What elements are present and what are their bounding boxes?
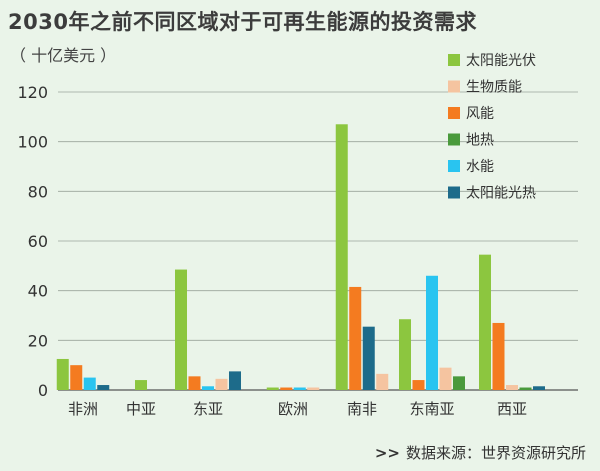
legend-swatch [448, 133, 460, 146]
legend-swatch [448, 80, 460, 93]
source-note: >> 数据来源：世界资源研究所 [375, 442, 586, 463]
bar-非洲-水能 [83, 377, 96, 390]
bar-南非-太阳能光伏 [335, 124, 348, 391]
bar-中亚-太阳能光伏 [135, 380, 147, 390]
bars [56, 124, 545, 391]
bar-东南亚-太阳能光伏 [399, 319, 411, 390]
legend-label: 太阳能光热 [466, 186, 536, 202]
bar-南非-生物质能 [376, 373, 389, 390]
chart-title: 2030年之前不同区域对于可再生能源的投资需求 [8, 10, 477, 34]
bar-西亚-地热 [519, 387, 532, 390]
bar-东南亚-水能 [426, 275, 438, 390]
x-tick-label: 东亚 [193, 400, 223, 418]
bar-东南亚-地热 [453, 376, 465, 390]
x-tick-label: 中亚 [126, 400, 156, 418]
bar-西亚-风能 [492, 322, 505, 390]
legend-label: 地热 [466, 133, 494, 149]
y-tick-label: 120 [17, 83, 48, 102]
y-tick-label: 100 [17, 133, 48, 152]
bar-欧洲-生物质能 [307, 387, 320, 390]
bar-非洲-风能 [70, 365, 83, 390]
bar-南非-风能 [349, 286, 362, 390]
legend-label: 水能 [466, 159, 494, 175]
bar-东亚-太阳能光伏 [175, 269, 187, 390]
legend-swatch [448, 54, 460, 66]
bar-东南亚-风能 [412, 380, 425, 390]
bar-东亚-太阳能光热 [229, 371, 241, 390]
legend-label: 太阳能光伏 [466, 53, 536, 69]
bar-非洲-太阳能光伏 [56, 358, 69, 390]
bar-欧洲-风能 [280, 387, 293, 390]
y-axis-unit-label: （ 十亿美元 ） [10, 46, 117, 65]
y-tick-label: 0 [38, 381, 48, 400]
bar-东亚-生物质能 [215, 378, 228, 390]
y-tick-label: 20 [28, 331, 48, 350]
bar-西亚-生物质能 [506, 385, 518, 390]
y-tick-label: 60 [28, 232, 48, 251]
bar-东亚-水能 [202, 386, 214, 390]
legend-label: 生物质能 [466, 80, 522, 96]
x-tick-label: 欧洲 [278, 400, 308, 418]
bar-非洲-太阳能光热 [97, 385, 110, 390]
x-category-labels: 非洲 中亚 东亚 欧洲 南非 东南亚 西亚 [68, 400, 527, 418]
y-tick-labels: 0 20 40 60 80 100 120 [17, 83, 48, 400]
legend-swatch [448, 160, 460, 172]
x-tick-label: 非洲 [68, 400, 98, 418]
source-text: 数据来源：世界资源研究所 [405, 444, 586, 462]
bar-西亚-太阳能光热 [533, 386, 545, 390]
legend-swatch [448, 186, 460, 199]
bar-东南亚-生物质能 [439, 367, 452, 390]
y-tick-label: 40 [28, 282, 48, 301]
bar-欧洲-水能 [293, 387, 306, 390]
legend-swatch [448, 107, 460, 119]
source-arrows: >> [374, 444, 400, 462]
bar-西亚-太阳能光伏 [479, 254, 491, 390]
legend-label: 风能 [466, 106, 494, 122]
x-tick-label: 西亚 [497, 400, 527, 418]
x-tick-label: 南非 [347, 400, 377, 418]
y-tick-label: 80 [28, 182, 48, 201]
x-tick-label: 东南亚 [409, 400, 454, 418]
bar-东亚-风能 [188, 376, 201, 390]
bar-欧洲-太阳能光伏 [266, 387, 279, 390]
bar-南非-太阳能光热 [362, 326, 375, 390]
